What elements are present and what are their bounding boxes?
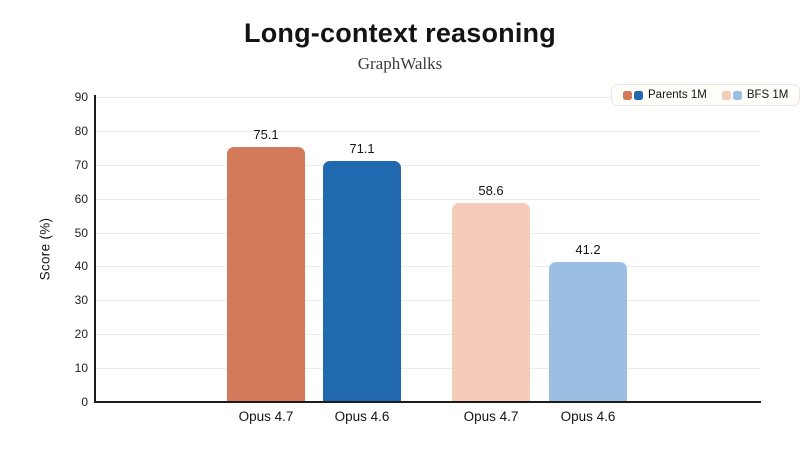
legend: Parents 1M BFS 1M [611, 84, 800, 106]
legend-swatch-pair [721, 90, 742, 100]
x-tick-label: Opus 4.6 [560, 409, 616, 424]
chart-title: Long-context reasoning [244, 18, 556, 48]
legend-swatch-pair [623, 90, 643, 100]
x-tick-label: Opus 4.6 [334, 409, 390, 424]
legend-item: Parents 1M [623, 89, 707, 101]
y-tick-label: 10 [74, 361, 88, 376]
legend-swatch-icon [732, 90, 742, 100]
y-tick-label: 80 [74, 123, 88, 138]
bar-parents-1m-opus-4.6 [323, 161, 401, 402]
y-tick-label: 40 [74, 259, 88, 274]
bar-value-label: 58.6 [478, 183, 504, 199]
x-tick-label: Opus 4.7 [463, 409, 519, 424]
legend-label: BFS 1M [746, 89, 789, 101]
y-tick-label: 50 [74, 225, 88, 240]
y-tick-label: 60 [74, 191, 88, 206]
y-axis-title: Score (%) [37, 217, 53, 281]
gridline [95, 266, 760, 268]
gridline [95, 198, 760, 200]
bar-value-label: 41.2 [575, 242, 601, 258]
legend-label: Parents 1M [648, 89, 707, 101]
bar-bfs-1m-opus-4.6 [549, 262, 627, 402]
chart-subtitle: GraphWalks [357, 54, 443, 73]
gridline [95, 164, 760, 166]
gridline [95, 232, 760, 234]
y-tick-label: 20 [74, 327, 88, 342]
legend-swatch-icon [634, 90, 643, 100]
legend-swatch-icon [721, 90, 731, 100]
y-tick-label: 0 [81, 395, 88, 409]
gridline [95, 300, 760, 302]
bar-value-label: 71.1 [349, 141, 375, 157]
y-tick-label: 30 [74, 293, 88, 308]
gridline [95, 334, 760, 336]
y-tick-label: 90 [74, 90, 88, 104]
bar-bfs-1m-opus-4.7 [452, 203, 530, 402]
y-axis-line [94, 95, 96, 402]
gridline [95, 368, 760, 370]
y-tick-label: 70 [74, 157, 88, 172]
legend-item: BFS 1M [721, 89, 789, 101]
bar-parents-1m-opus-4.7 [227, 147, 305, 402]
bar-value-label: 75.1 [253, 127, 279, 143]
x-axis-line [94, 400, 761, 403]
legend-swatch-icon [623, 90, 632, 100]
gridline [95, 97, 760, 98]
gridline [95, 130, 760, 132]
x-tick-label: Opus 4.7 [238, 409, 294, 424]
